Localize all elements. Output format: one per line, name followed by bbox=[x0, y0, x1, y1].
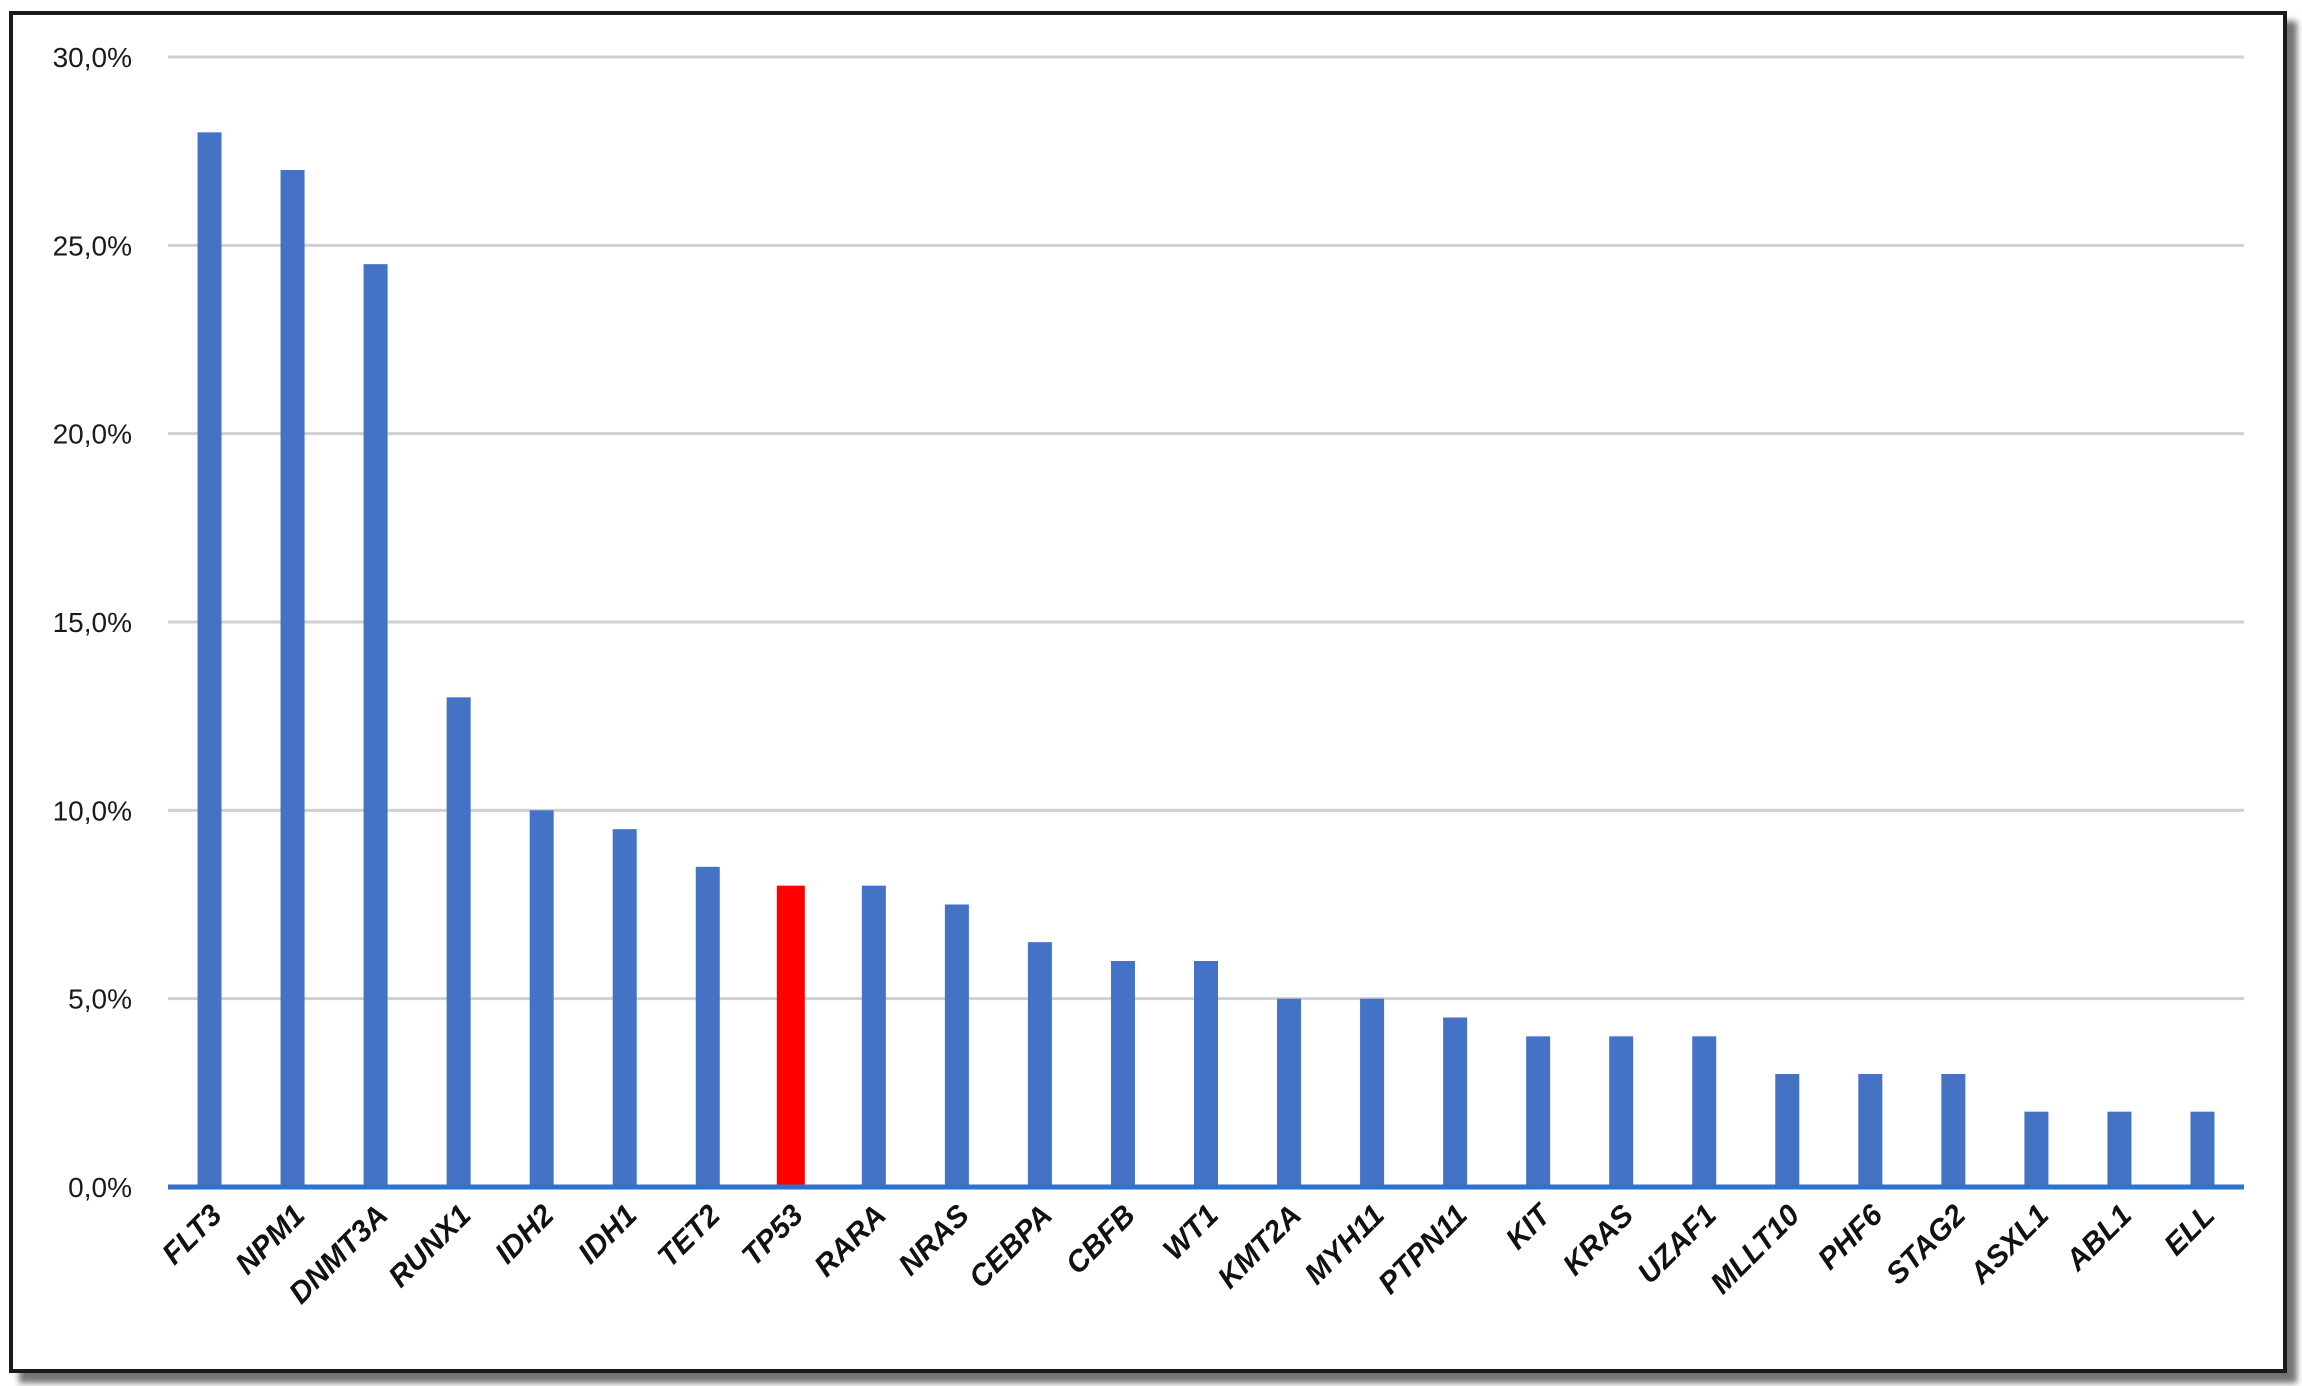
y-tick-label: 30,0% bbox=[53, 42, 132, 73]
x-tick-label: FLT3 bbox=[156, 1198, 229, 1271]
bar-cebpa bbox=[1027, 942, 1052, 1187]
bar-ptpn11 bbox=[1443, 1017, 1468, 1187]
bar-wt1 bbox=[1194, 961, 1218, 1187]
x-tick-label: PHF6 bbox=[1812, 1198, 1890, 1276]
bar-npm1 bbox=[280, 170, 305, 1187]
x-tick-label: CEBPA bbox=[963, 1199, 1059, 1295]
bar-stag2 bbox=[1941, 1074, 1966, 1187]
x-tick-label: NPM1 bbox=[229, 1199, 311, 1281]
y-axis-tick-labels: 0,0% 5,0% 10,0% 15,0% 20,0% 25,0% 30,0% bbox=[53, 42, 132, 1203]
x-tick-label: KIT bbox=[1500, 1197, 1559, 1256]
x-tick-label: MLLT10 bbox=[1704, 1198, 1806, 1300]
bar-kmt2a bbox=[1277, 998, 1302, 1187]
x-tick-label: KMT2A bbox=[1212, 1199, 1308, 1295]
y-tick-label: 10,0% bbox=[53, 795, 132, 826]
bar-tet2 bbox=[695, 866, 720, 1187]
bar-cbfb bbox=[1110, 961, 1135, 1187]
bar-phf6 bbox=[1858, 1074, 1883, 1187]
x-tick-label: TET2 bbox=[652, 1198, 727, 1273]
x-tick-label: ASXL1 bbox=[1963, 1199, 2055, 1291]
x-tick-label: TP53 bbox=[736, 1198, 810, 1272]
bar-kras bbox=[1609, 1036, 1634, 1187]
bar-runx1 bbox=[446, 697, 471, 1187]
x-tick-label: STAG2 bbox=[1880, 1198, 1973, 1291]
bar-asxl1 bbox=[2024, 1111, 2049, 1187]
x-tick-label: RUNX1 bbox=[382, 1199, 477, 1294]
x-tick-label: IDH2 bbox=[489, 1198, 561, 1270]
x-tick-label: KRAS bbox=[1557, 1199, 1640, 1282]
y-tick-label: 15,0% bbox=[53, 607, 132, 638]
bar-tp53 bbox=[776, 885, 805, 1187]
x-tick-label: RARA bbox=[808, 1199, 893, 1284]
x-tick-label: ABL1 bbox=[2059, 1199, 2138, 1278]
bar-mllt10 bbox=[1775, 1074, 1800, 1187]
x-tick-label: IDH1 bbox=[572, 1199, 644, 1271]
x-tick-label: ELL bbox=[2158, 1199, 2221, 1262]
x-tick-label: CBFB bbox=[1060, 1199, 1142, 1281]
y-tick-label: 5,0% bbox=[68, 984, 132, 1015]
bar-rara bbox=[861, 885, 886, 1187]
chart-frame bbox=[9, 11, 2287, 1373]
bar-abl1 bbox=[2107, 1111, 2132, 1187]
y-tick-label: 20,0% bbox=[53, 419, 132, 450]
bar-flt3 bbox=[197, 132, 222, 1187]
bar-myh11 bbox=[1360, 998, 1385, 1187]
bar-kit bbox=[1526, 1036, 1551, 1187]
y-tick-label: 0,0% bbox=[68, 1172, 132, 1203]
bar-nras bbox=[944, 904, 969, 1187]
gridlines bbox=[168, 55, 2244, 1001]
bar-idh2 bbox=[529, 810, 554, 1187]
bar-uzaf1 bbox=[1692, 1036, 1717, 1187]
bar-idh1 bbox=[612, 829, 637, 1187]
y-tick-label: 25,0% bbox=[53, 230, 132, 261]
bars bbox=[197, 132, 2215, 1188]
x-tick-label: PTPN11 bbox=[1372, 1199, 1474, 1301]
bar-ell bbox=[2190, 1111, 2215, 1187]
bar-dnmt3a bbox=[363, 264, 388, 1188]
x-tick-label: WT1 bbox=[1157, 1199, 1225, 1267]
